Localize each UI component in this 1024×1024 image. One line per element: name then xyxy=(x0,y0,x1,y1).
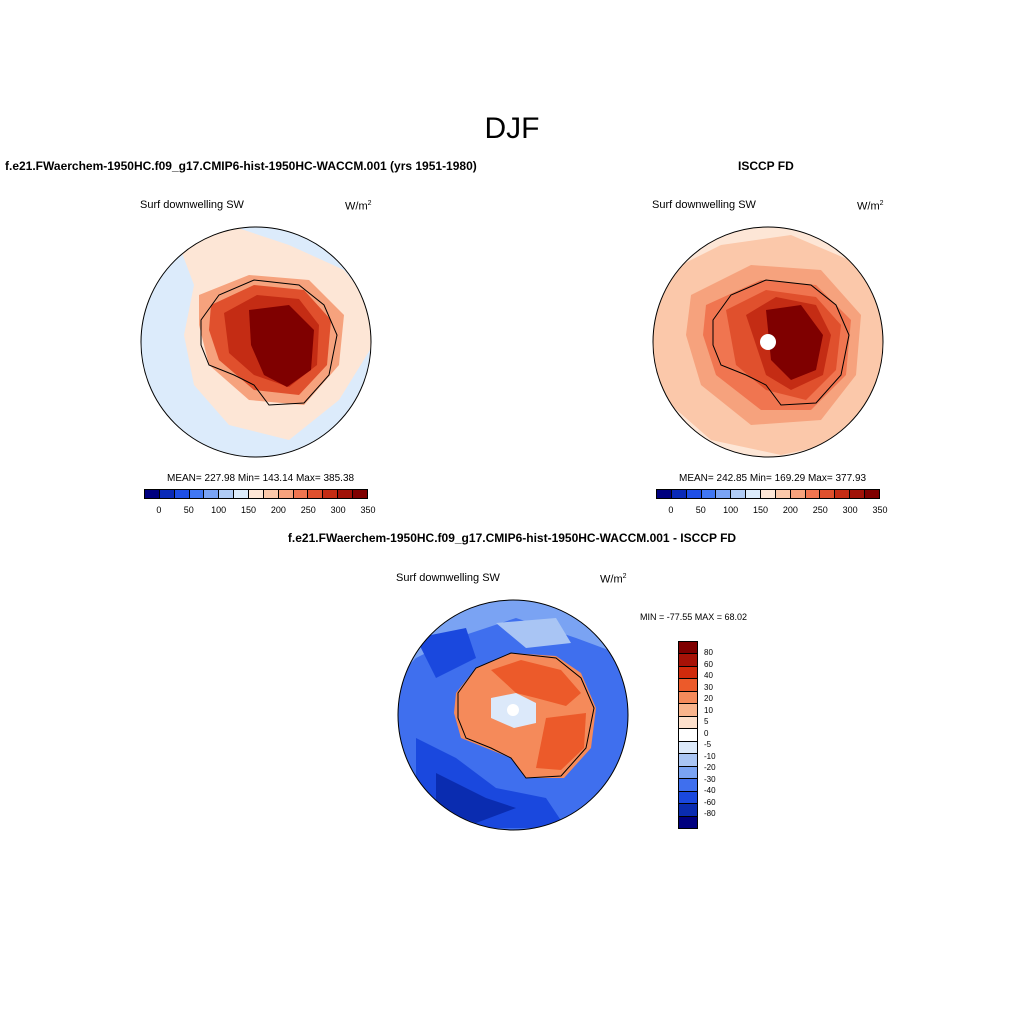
diff-colorbar-swatch xyxy=(679,754,697,767)
diff-units-label: W/m2 xyxy=(600,573,627,586)
diff-stats: MIN = -77.55 MAX = 68.02 xyxy=(640,612,748,622)
diff-colorbar-tick-label: 10 xyxy=(704,705,713,715)
left-colorbar-swatch xyxy=(293,490,309,498)
diff-colorbar-swatch xyxy=(679,666,697,680)
left-colorbar-tick-label: 200 xyxy=(270,505,286,515)
left-colorbar-swatch xyxy=(145,490,160,498)
diff-colorbar-tick-label: 40 xyxy=(704,671,713,680)
right-colorbar-swatch xyxy=(850,490,866,498)
left-colorbar-swatch xyxy=(234,490,250,498)
right-colorbar-tick-label: 350 xyxy=(872,505,888,515)
diff-colorbar-tick-label: 60 xyxy=(704,659,713,669)
right-colorbar-swatch xyxy=(701,490,717,498)
diff-colorbar-swatch xyxy=(679,804,697,817)
left-colorbar-tick-label: 0 xyxy=(156,505,162,515)
left-polar-map xyxy=(140,226,372,458)
diff-colorbar-swatch xyxy=(679,729,697,742)
diff-colorbar-tick-label: 0 xyxy=(704,728,709,738)
diff-colorbar-tick-label: -60 xyxy=(704,797,716,807)
right-stats: MEAN= 242.85 Min= 169.29 Max= 377.93 xyxy=(679,473,867,484)
diff-colorbar-tick-label: -40 xyxy=(704,786,716,795)
diff-colorbar-tick-label: -10 xyxy=(704,751,716,761)
right-colorbar-swatch xyxy=(835,490,851,498)
left-colorbar-swatch xyxy=(204,490,220,498)
left-colorbar-tick-label: 350 xyxy=(360,505,376,515)
right-colorbar-swatch xyxy=(686,490,702,498)
diff-colorbar-swatch xyxy=(679,679,697,692)
diff-panel-title: f.e21.FWaerchem-1950HC.f09_g17.CMIP6-his… xyxy=(287,531,737,545)
left-variable-label: Surf downwelling SW xyxy=(140,199,244,211)
left-stats: MEAN= 227.98 Min= 143.14 Max= 385.38 xyxy=(167,473,355,484)
right-colorbar-swatch xyxy=(657,490,672,498)
right-colorbar-ticks: 0 50 100 150 200 250 300 350 xyxy=(656,505,887,517)
left-colorbar-swatch xyxy=(323,490,339,498)
right-colorbar-swatch xyxy=(761,490,776,498)
left-colorbar-tick-label: 50 xyxy=(183,505,194,515)
left-colorbar-ticks: 0 50 100 150 200 250 300 350 xyxy=(144,505,375,517)
left-colorbar-swatch xyxy=(278,490,294,498)
diff-colorbar-tick-label: -20 xyxy=(704,763,716,772)
right-colorbar-swatch xyxy=(746,490,762,498)
left-colorbar-swatch xyxy=(338,490,354,498)
diff-colorbar-swatch xyxy=(679,816,697,829)
right-colorbar-tick-label: 300 xyxy=(842,505,858,515)
diff-colorbar-swatch xyxy=(679,654,697,667)
diff-colorbar-swatch xyxy=(679,791,697,805)
right-colorbar-swatch xyxy=(820,490,836,498)
right-colorbar-tick-label: 50 xyxy=(695,505,706,515)
right-colorbar-swatch xyxy=(865,490,879,498)
diff-colorbar-tick-label: -30 xyxy=(704,774,716,784)
right-polar-map xyxy=(652,226,884,458)
diff-colorbar-swatch xyxy=(679,741,697,755)
left-units-label: W/m2 xyxy=(345,200,372,213)
right-colorbar-swatch xyxy=(731,490,747,498)
season-title: DJF xyxy=(484,112,540,145)
right-panel-title: ISCCP FD xyxy=(738,159,794,173)
right-colorbar-tick-label: 250 xyxy=(812,505,828,515)
diff-polar-map xyxy=(397,599,629,831)
diff-colorbar-swatch xyxy=(679,691,697,705)
right-variable-label: Surf downwelling SW xyxy=(652,199,756,211)
left-colorbar-tick-label: 100 xyxy=(211,505,227,515)
left-colorbar-swatch xyxy=(249,490,264,498)
left-colorbar-swatch xyxy=(263,490,279,498)
right-colorbar-tick-label: 100 xyxy=(723,505,739,515)
left-colorbar-swatch xyxy=(159,490,175,498)
diff-colorbar-tick-label: 30 xyxy=(704,682,713,692)
diff-variable-label: Surf downwelling SW xyxy=(396,572,500,584)
left-colorbar-swatch xyxy=(353,490,367,498)
left-colorbar-tick-label: 250 xyxy=(300,505,316,515)
right-units-label: W/m2 xyxy=(857,200,884,213)
right-colorbar-swatch xyxy=(775,490,791,498)
diff-colorbar-tick-label: 80 xyxy=(704,648,713,657)
right-colorbar-swatch xyxy=(671,490,687,498)
diff-colorbar-swatch xyxy=(679,704,697,717)
right-colorbar-tick-label: 200 xyxy=(782,505,798,515)
diff-colorbar xyxy=(678,641,698,829)
diff-colorbar-swatch xyxy=(679,766,697,780)
diff-colorbar-swatch xyxy=(679,779,697,792)
diff-colorbar-tick-label: 5 xyxy=(704,717,709,726)
left-colorbar-tick-label: 150 xyxy=(241,505,257,515)
right-colorbar-swatch xyxy=(716,490,732,498)
left-colorbar-swatch xyxy=(219,490,235,498)
diff-colorbar-swatch xyxy=(679,716,697,730)
diff-colorbar-tick-label: -80 xyxy=(704,809,716,818)
left-colorbar-swatch xyxy=(174,490,190,498)
diff-colorbar-tick-label: 20 xyxy=(704,694,713,703)
left-colorbar-swatch xyxy=(308,490,324,498)
left-panel-title: f.e21.FWaerchem-1950HC.f09_g17.CMIP6-his… xyxy=(5,159,477,173)
right-colorbar-tick-label: 0 xyxy=(668,505,674,515)
right-colorbar-swatch xyxy=(805,490,821,498)
left-colorbar-swatch xyxy=(189,490,205,498)
right-colorbar-swatch xyxy=(790,490,806,498)
diff-colorbar-swatch xyxy=(679,642,697,655)
right-colorbar-tick-label: 150 xyxy=(753,505,769,515)
right-colorbar xyxy=(656,489,880,499)
left-colorbar xyxy=(144,489,368,499)
diff-colorbar-ticks: 80 60 40 30 20 10 5 0 -5 -10 -20 -30 -40 -60 -80 xyxy=(704,647,744,820)
diff-colorbar-tick-label: -5 xyxy=(704,740,712,749)
left-colorbar-tick-label: 300 xyxy=(330,505,346,515)
